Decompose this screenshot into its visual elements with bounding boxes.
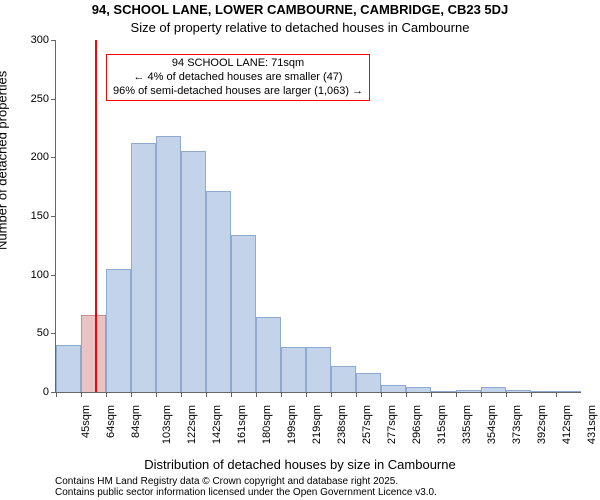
x-tick (481, 392, 482, 397)
x-tick-label: 45sqm (80, 405, 92, 438)
annotation-line2: ← 4% of detached houses are smaller (47) (113, 71, 363, 85)
y-tick-label: 150 (31, 210, 56, 222)
histogram-bar (106, 269, 131, 392)
x-tick-label: 257sqm (361, 405, 373, 444)
histogram-bar (381, 385, 406, 392)
annotation-line1: 94 SCHOOL LANE: 71sqm (113, 57, 363, 71)
x-tick-label: 315sqm (436, 405, 448, 444)
x-tick (431, 392, 432, 397)
x-tick (381, 392, 382, 397)
x-tick-label: 84sqm (130, 405, 142, 438)
x-tick-label: 412sqm (561, 405, 573, 444)
x-tick-label: 392sqm (536, 405, 548, 444)
histogram-bar (406, 387, 431, 392)
x-tick (556, 392, 557, 397)
histogram-bar (306, 347, 331, 392)
chart-subtitle: Size of property relative to detached ho… (0, 20, 600, 35)
y-tick-label: 50 (37, 327, 56, 339)
y-tick-label: 200 (31, 151, 56, 163)
x-tick-label: 431sqm (586, 405, 598, 444)
y-tick-label: 0 (43, 386, 56, 398)
x-tick-label: 238sqm (336, 405, 348, 444)
plot-area: 94 SCHOOL LANE: 71sqm ← 4% of detached h… (55, 40, 581, 393)
histogram-bar (256, 317, 281, 392)
x-tick (106, 392, 107, 397)
x-tick-label: 142sqm (211, 405, 223, 444)
x-tick (131, 392, 132, 397)
histogram-bar (531, 391, 556, 392)
histogram-bar (456, 390, 481, 392)
histogram-bar (356, 373, 381, 392)
histogram-bar (131, 143, 156, 392)
x-tick (156, 392, 157, 397)
histogram-bar (206, 191, 231, 392)
x-tick (331, 392, 332, 397)
histogram-bar (231, 235, 256, 392)
x-tick-label: 180sqm (261, 405, 273, 444)
footer-attribution: Contains HM Land Registry data © Crown c… (55, 476, 437, 498)
footer-line1: Contains HM Land Registry data © Crown c… (55, 476, 437, 487)
y-tick-label: 100 (31, 269, 56, 281)
histogram-bar (556, 391, 581, 392)
y-tick-label: 300 (31, 34, 56, 46)
x-tick-label: 354sqm (486, 405, 498, 444)
x-tick-label: 161sqm (236, 405, 248, 444)
histogram-bar (481, 387, 506, 392)
marker-line (95, 40, 97, 392)
x-tick (206, 392, 207, 397)
annotation-box: 94 SCHOOL LANE: 71sqm ← 4% of detached h… (106, 54, 370, 101)
x-tick (506, 392, 507, 397)
x-tick (281, 392, 282, 397)
x-tick (306, 392, 307, 397)
x-axis-label: Distribution of detached houses by size … (0, 457, 600, 472)
x-tick-label: 199sqm (286, 405, 298, 444)
histogram-bar (431, 391, 456, 392)
x-tick-label: 103sqm (161, 405, 173, 444)
x-tick-label: 219sqm (311, 405, 323, 444)
y-tick-label: 250 (31, 93, 56, 105)
histogram-bar (181, 151, 206, 392)
histogram-bar (281, 347, 306, 392)
histogram-bar (331, 366, 356, 392)
x-tick (256, 392, 257, 397)
histogram-chart: 94, SCHOOL LANE, LOWER CAMBOURNE, CAMBRI… (0, 0, 600, 500)
histogram-bar (81, 315, 106, 392)
annotation-line3: 96% of semi-detached houses are larger (… (113, 85, 363, 99)
x-tick (56, 392, 57, 397)
x-tick (456, 392, 457, 397)
x-tick (231, 392, 232, 397)
footer-line2: Contains public sector information licen… (55, 487, 437, 498)
x-tick-label: 296sqm (411, 405, 423, 444)
x-tick (406, 392, 407, 397)
x-tick (181, 392, 182, 397)
x-tick-label: 373sqm (511, 405, 523, 444)
histogram-bar (506, 390, 531, 392)
x-tick (531, 392, 532, 397)
y-axis-label: Number of detached properties (0, 71, 10, 250)
x-tick-label: 64sqm (105, 405, 117, 438)
x-tick (81, 392, 82, 397)
chart-title: 94, SCHOOL LANE, LOWER CAMBOURNE, CAMBRI… (0, 2, 600, 17)
x-tick-label: 277sqm (386, 405, 398, 444)
x-tick-label: 335sqm (461, 405, 473, 444)
x-tick (356, 392, 357, 397)
x-tick-label: 122sqm (186, 405, 198, 444)
histogram-bar (56, 345, 81, 392)
histogram-bar (156, 136, 181, 392)
